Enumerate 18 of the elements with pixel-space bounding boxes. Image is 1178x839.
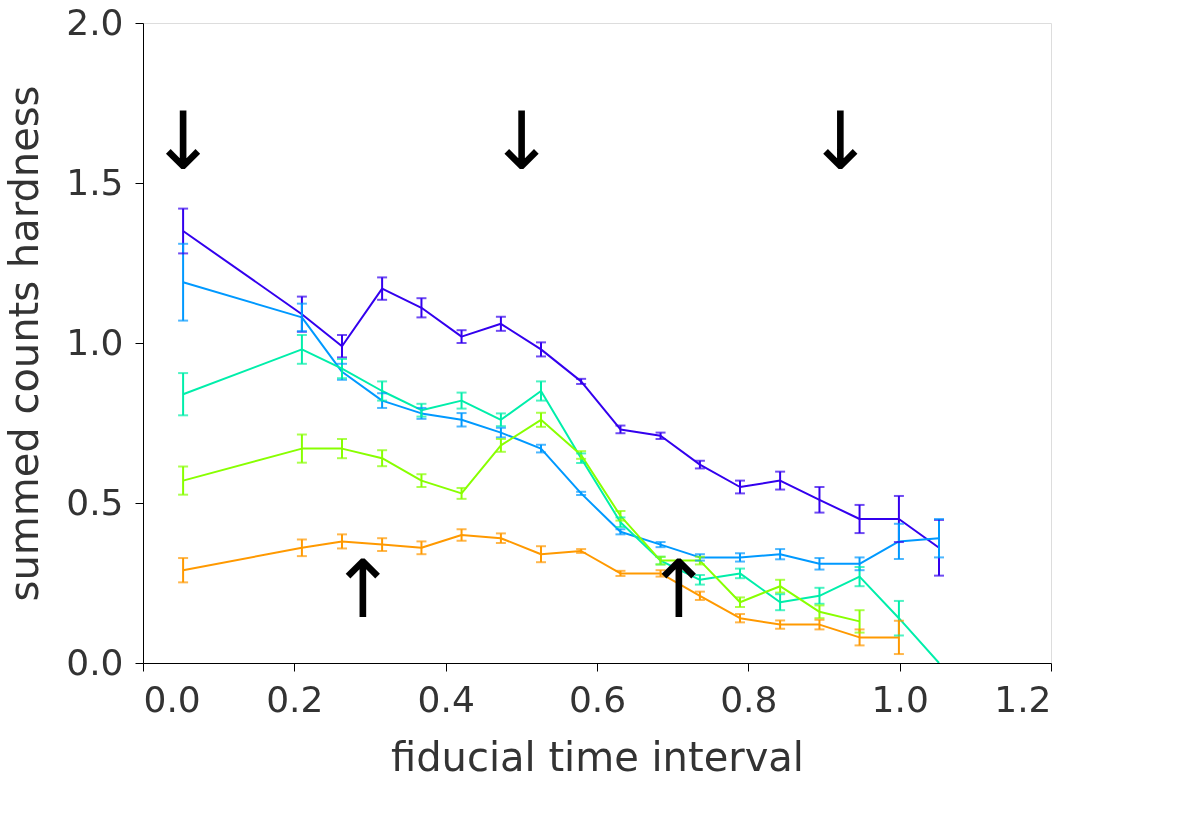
y-axis-title: summed counts hardness: [1, 85, 48, 602]
x-axis-title: fiducial time interval: [391, 733, 804, 780]
x-tick-label: 0.8: [720, 678, 778, 720]
annotation: ↓: [806, 94, 874, 188]
x-tick-label: 0.4: [417, 678, 475, 720]
x-tick-label: 0.0: [143, 678, 201, 720]
annotation: ↓: [488, 94, 556, 188]
x-tick-label: 1.2: [994, 678, 1052, 720]
annotation: ↓: [149, 94, 217, 188]
y-tick-label: 0.5: [66, 481, 124, 523]
y-tick-label: 1.0: [66, 321, 124, 363]
x-tick-label: 0.6: [568, 678, 627, 720]
x-tick-label: 0.2: [266, 678, 324, 720]
y-tick-label: 0.0: [66, 641, 124, 683]
y-tick-label: 1.5: [66, 161, 124, 203]
annotation: ↑: [329, 542, 397, 636]
x-tick-label: 1.0: [871, 678, 929, 720]
y-tick-label: 2.0: [66, 1, 124, 43]
